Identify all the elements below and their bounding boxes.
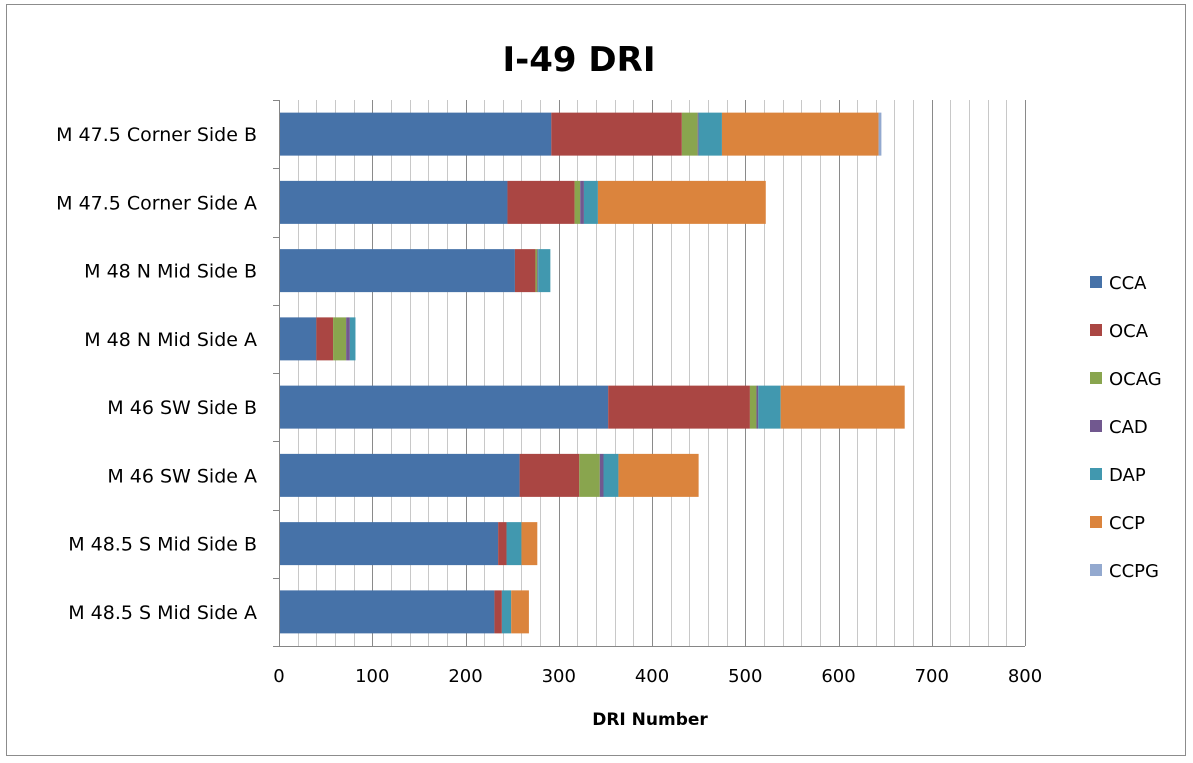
bars xyxy=(279,112,905,634)
bar-cad-2 xyxy=(537,249,539,293)
bar-cad-5 xyxy=(599,453,604,497)
legend-label-ccp: CCP xyxy=(1109,513,1145,534)
legend-label-dap: DAP xyxy=(1109,465,1146,486)
x-tick-label: 500 xyxy=(728,666,762,687)
category-label: M 48.5 S Mid Side B xyxy=(68,534,257,556)
bar-cad-1 xyxy=(580,180,584,224)
chart-title: I-49 DRI xyxy=(503,40,656,80)
legend-swatch-dap xyxy=(1090,468,1102,480)
legend-swatch-cad xyxy=(1090,420,1102,432)
bar-oca-7 xyxy=(494,590,502,634)
bar-ccp-5 xyxy=(618,453,699,497)
bar-oca-1 xyxy=(507,180,575,224)
category-label: M 46 SW Side B xyxy=(107,397,257,419)
bar-ocag-0 xyxy=(681,112,698,156)
category-label: M 47.5 Corner Side A xyxy=(56,192,257,214)
legend-swatch-ccpg xyxy=(1090,564,1102,576)
bar-cca-0 xyxy=(279,112,552,156)
category-label: M 48.5 S Mid Side A xyxy=(68,602,257,624)
bar-cad-3 xyxy=(346,317,350,361)
x-tick-label: 400 xyxy=(635,666,669,687)
bar-ccpg-0 xyxy=(878,112,882,156)
x-tick-labels: 0 100 200 300 400 500 600 700 800 xyxy=(273,666,1042,687)
legend-swatch-cca xyxy=(1090,276,1102,288)
bar-ccp-1 xyxy=(597,180,766,224)
bar-oca-4 xyxy=(608,385,750,429)
x-tick-label: 100 xyxy=(355,666,389,687)
bar-dap-1 xyxy=(583,180,598,224)
bar-dap-4 xyxy=(758,385,781,429)
bar-ccp-7 xyxy=(511,590,529,634)
bar-dap-6 xyxy=(506,522,522,566)
bar-oca-2 xyxy=(514,249,536,293)
bar-cca-1 xyxy=(279,180,508,224)
bar-cca-7 xyxy=(279,590,495,634)
bar-cca-3 xyxy=(279,317,317,361)
bar-cad-0 xyxy=(697,112,699,156)
bar-oca-6 xyxy=(498,522,507,566)
category-label: M 46 SW Side A xyxy=(107,465,257,487)
bar-ccp-0 xyxy=(721,112,879,156)
bar-ocag-2 xyxy=(535,249,538,293)
category-label: M 47.5 Corner Side B xyxy=(56,124,257,146)
x-tick-label: 800 xyxy=(1008,666,1042,687)
x-tick-label: 0 xyxy=(273,666,284,687)
legend-label-oca: OCA xyxy=(1109,321,1149,342)
legend-label-ocag: OCAG xyxy=(1109,369,1162,390)
x-tick-label: 700 xyxy=(915,666,949,687)
x-tick-label: 200 xyxy=(448,666,482,687)
bar-dap-7 xyxy=(501,590,512,634)
bar-ocag-1 xyxy=(574,180,581,224)
category-labels: M 47.5 Corner Side B M 47.5 Corner Side A… xyxy=(56,124,257,624)
bar-dap-3 xyxy=(349,317,356,361)
category-label: M 48 N Mid Side A xyxy=(84,329,257,351)
bar-cca-4 xyxy=(279,385,609,429)
bar-oca-3 xyxy=(316,317,334,361)
bar-ccp-6 xyxy=(521,522,538,566)
bar-cad-4 xyxy=(756,385,759,429)
bar-cca-6 xyxy=(279,522,499,566)
x-tick-label: 300 xyxy=(542,666,576,687)
bar-dap-5 xyxy=(603,453,619,497)
legend: CCA OCA OCAG CAD DAP CCP CCPG xyxy=(1090,273,1162,582)
x-axis-title: DRI Number xyxy=(592,710,708,730)
legend-swatch-ccp xyxy=(1090,516,1102,528)
legend-label-ccpg: CCPG xyxy=(1109,561,1159,582)
bar-oca-5 xyxy=(519,453,580,497)
chart-svg: I-49 DRI M 47.5 Corner Side BM 47.5 Corn… xyxy=(56,40,1162,730)
bar-ccp-4 xyxy=(780,385,905,429)
bar-cca-2 xyxy=(279,249,515,293)
legend-swatch-ocag xyxy=(1090,372,1102,384)
bar-ocag-4 xyxy=(749,385,757,429)
bar-cca-5 xyxy=(279,453,520,497)
x-tick-label: 600 xyxy=(821,666,855,687)
legend-label-cca: CCA xyxy=(1109,273,1147,294)
axes xyxy=(273,100,1025,647)
bar-dap-2 xyxy=(538,249,551,293)
bar-ocag-5 xyxy=(579,453,600,497)
bar-dap-0 xyxy=(698,112,722,156)
bar-oca-0 xyxy=(551,112,682,156)
legend-swatch-oca xyxy=(1090,324,1102,336)
legend-label-cad: CAD xyxy=(1109,417,1148,438)
category-label: M 48 N Mid Side B xyxy=(84,261,257,283)
bar-ocag-3 xyxy=(333,317,347,361)
